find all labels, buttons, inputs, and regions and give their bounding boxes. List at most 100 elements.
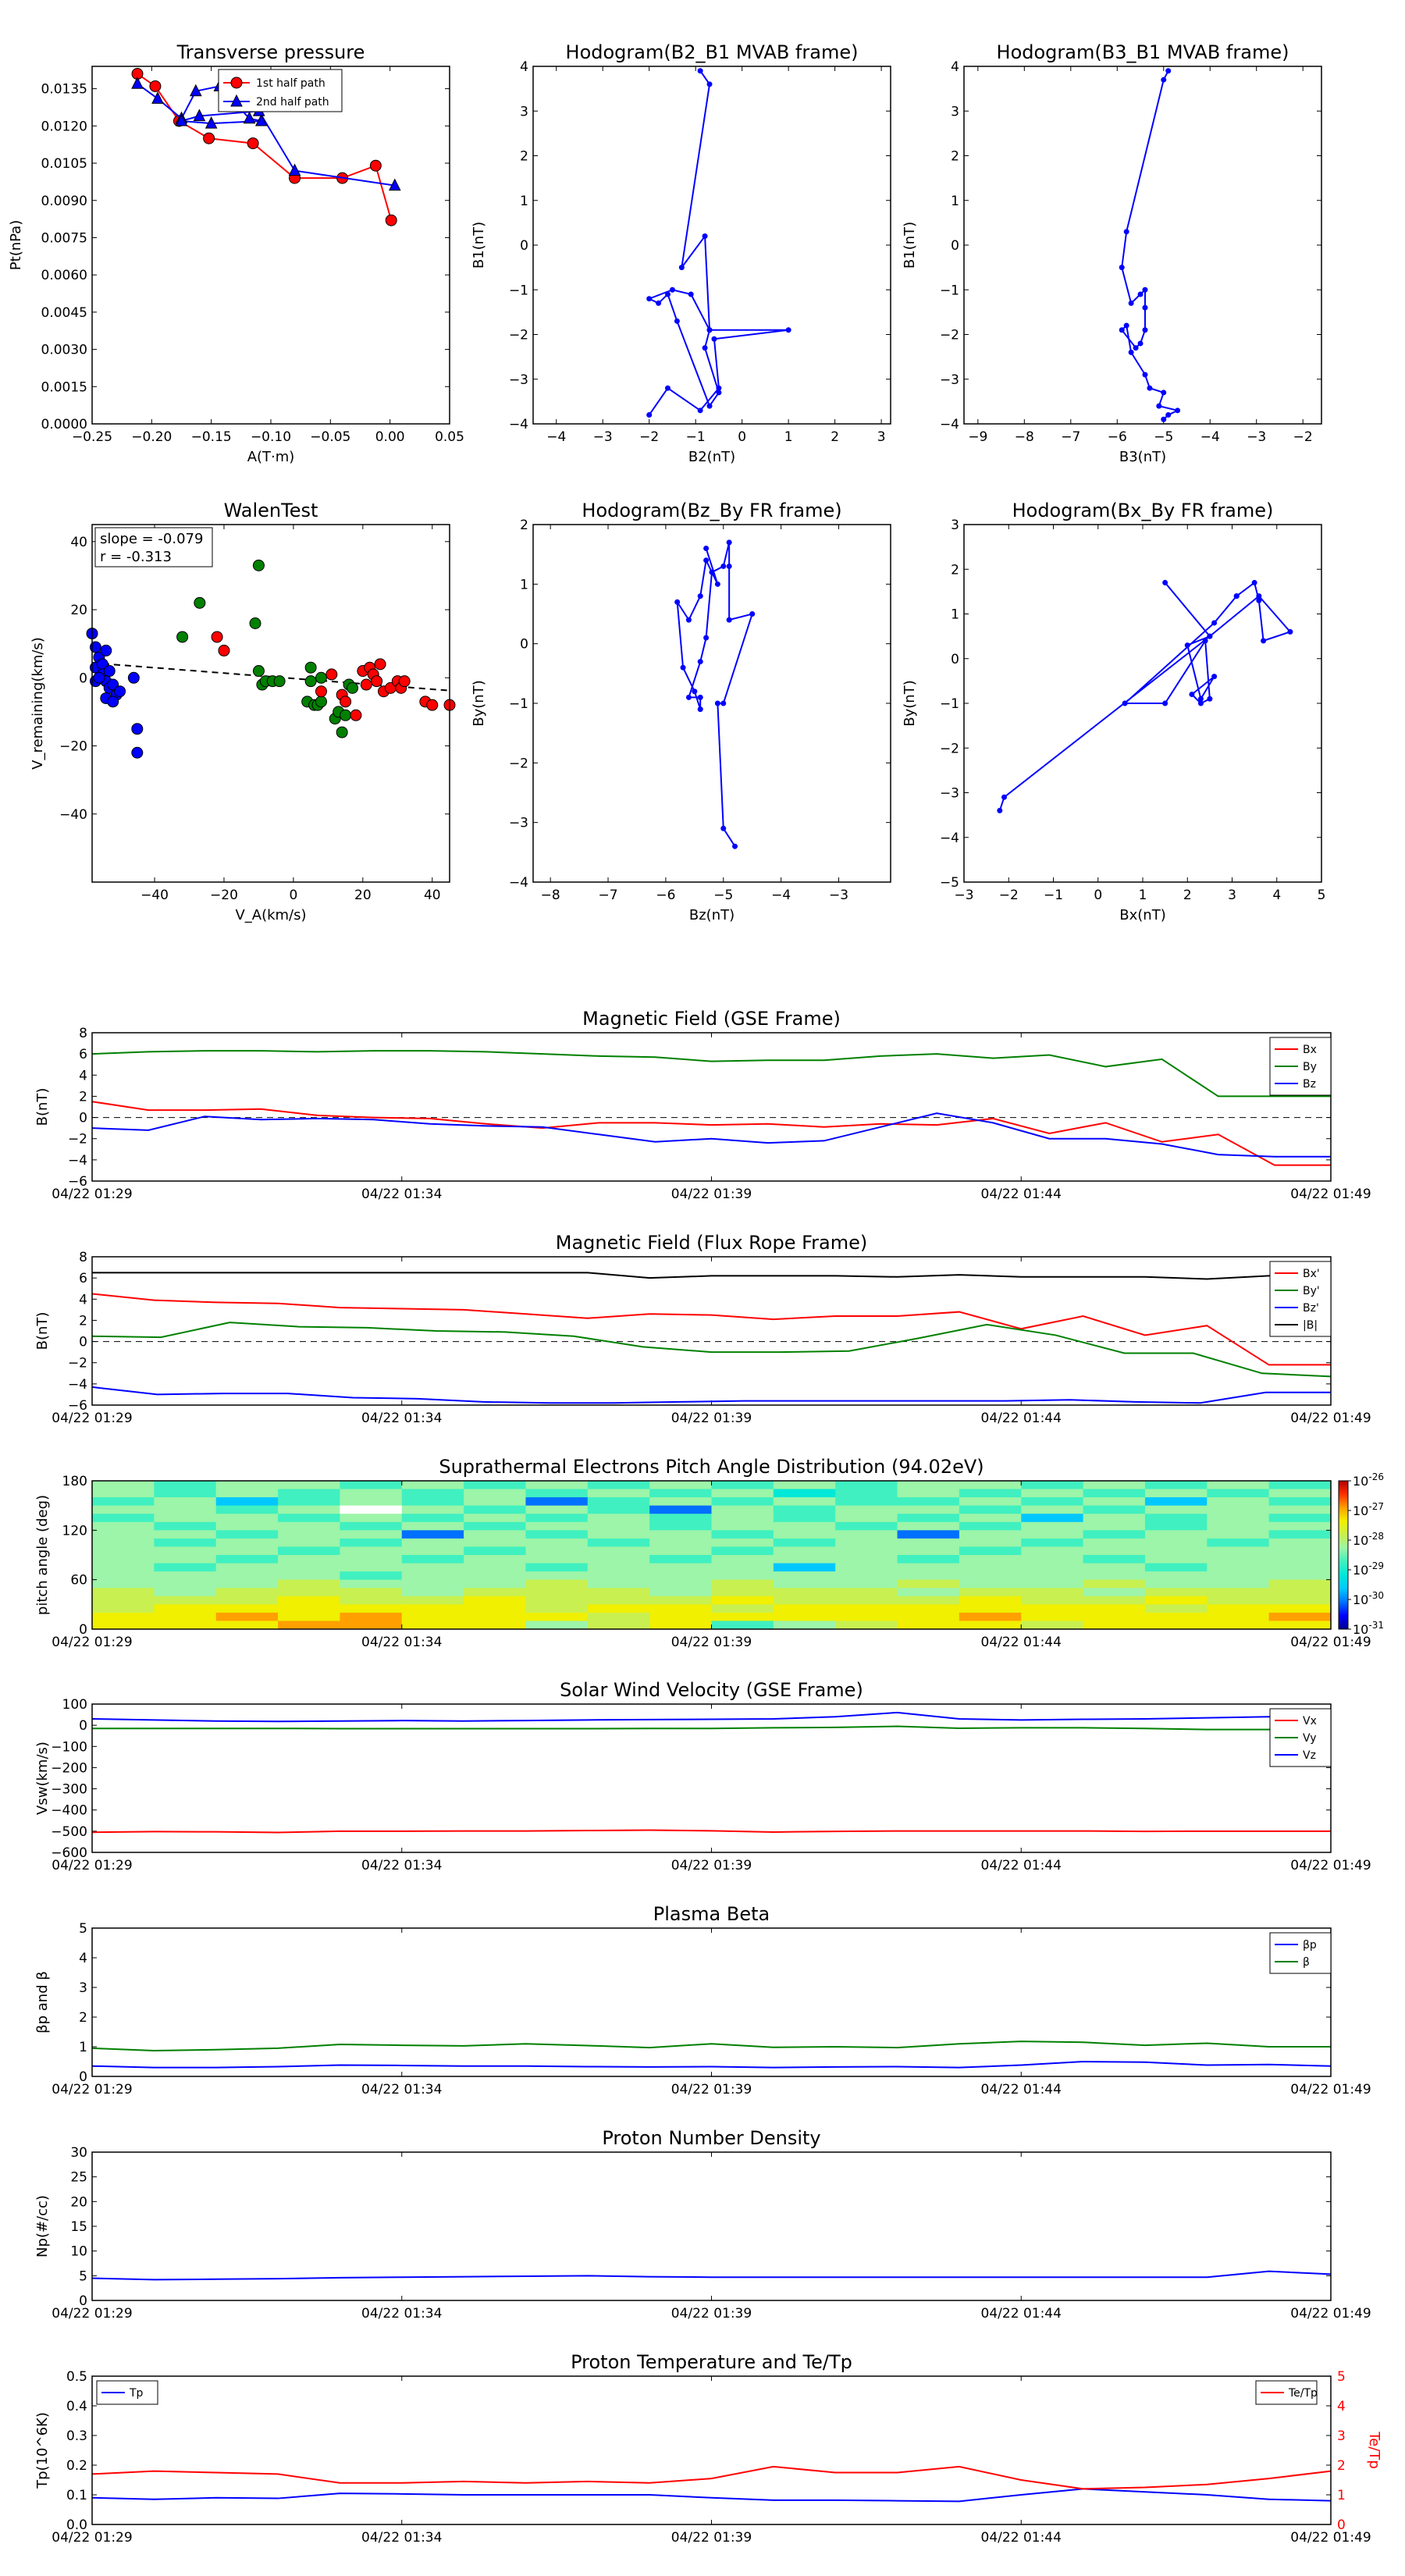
pad-cell [835, 1489, 898, 1498]
tp-x-tick-label: 0.00 [375, 429, 405, 445]
pad-cell [711, 1555, 774, 1564]
pad-cell [92, 1514, 155, 1523]
pad-cell [1207, 1481, 1270, 1490]
wt-series-2-point [194, 596, 206, 609]
h3-series-1-point [697, 694, 703, 700]
h2-series-1-point [1161, 76, 1167, 83]
h2-x-tick-label: −9 [968, 429, 987, 445]
pad-cell [1207, 1489, 1270, 1498]
h4-series-1-point [1256, 593, 1262, 600]
pad-cell [1083, 1538, 1146, 1547]
h2-y-tick-label: −1 [940, 283, 959, 298]
mf_gse-title: Magnetic Field (GSE Frame) [582, 1008, 841, 1030]
h3-x-tick-label: −6 [656, 888, 675, 903]
h2-x-tick-label: −5 [1154, 429, 1173, 445]
sw-y-tick-label: 100 [62, 1697, 87, 1713]
tp-legend-point [230, 76, 243, 89]
sw-series-3-line [91, 1711, 1331, 1723]
h3-series-1-point [685, 617, 692, 623]
h2-series-1-point [1165, 68, 1172, 74]
pb-legend-box [1269, 1932, 1332, 1974]
mf_gse-panel: Magnetic Field (GSE Frame) 04/22 01:29 04/… [34, 1008, 1371, 1202]
h3-x-tick-label: −7 [599, 888, 618, 903]
h1-series-1-point [706, 327, 713, 333]
pad-cell [959, 1497, 1022, 1507]
h1-series-1-point [706, 81, 713, 87]
pad-cell [1207, 1514, 1270, 1523]
mf_fr-x-tick-label: 04/22 01:34 [361, 1411, 442, 1426]
wt-series-3-point [211, 631, 223, 643]
pad-cell [278, 1612, 340, 1621]
pad-cell [1021, 1530, 1084, 1539]
h2-y-tick-label: −3 [940, 372, 959, 388]
pb-legend-label: βp [1303, 1939, 1317, 1952]
pad-cell [525, 1612, 589, 1621]
pad-cell [464, 1521, 526, 1531]
pt-legend-left-label: Tp [129, 2387, 144, 2400]
h2-series-1-line [1120, 70, 1180, 420]
h4-y-tick-label: −4 [940, 831, 959, 846]
pad-title: Suprathermal Electrons Pitch Angle Distr… [439, 1456, 984, 1478]
wt-series-1-point [114, 685, 126, 698]
pad-cell [92, 1505, 155, 1514]
h2-x-label: B3(nT) [1119, 449, 1166, 465]
mf_fr-y-tick-label: −2 [68, 1356, 87, 1372]
h3-series-1-point [697, 659, 703, 665]
pb-panel: Plasma Beta 04/22 01:29 04/22 01:34 04/22 0… [34, 1903, 1371, 2097]
wt-plot-frame [91, 524, 450, 883]
pad-cell [1021, 1596, 1084, 1605]
h1-series-1-point [702, 345, 708, 351]
pad-cell [1268, 1588, 1332, 1597]
mf_fr-y-tick-label: 8 [79, 1250, 87, 1265]
pad-cell [1268, 1521, 1332, 1531]
pad-cell [1144, 1505, 1208, 1514]
h3-x-tick-label: −5 [713, 888, 733, 903]
mf_fr-y-tick-label: 4 [79, 1292, 87, 1308]
pad-cell [649, 1489, 712, 1498]
pad-cell [215, 1596, 279, 1605]
h3-y-tick-label: 0 [520, 637, 528, 653]
pad-cell [1144, 1546, 1208, 1556]
pad-cell [711, 1571, 774, 1581]
tp-series-1-point [203, 132, 215, 144]
h2-series-1-point [1137, 340, 1144, 347]
mf_fr-x-tick-label: 04/22 01:49 [1290, 1411, 1371, 1426]
wt-annotation: r = -0.313 [100, 549, 172, 565]
pad-cell [897, 1579, 960, 1589]
pad-cell [587, 1530, 650, 1539]
pt-y-label: Tp(10^6K) [34, 2412, 51, 2489]
tp-panel: Transverse pressure −0.25 −0.20 −0.15 −0.10 −… [8, 41, 464, 465]
mf_fr-y-tick-label: −4 [68, 1377, 87, 1393]
h1-x-tick-label: −4 [546, 429, 566, 445]
pad-cell [1268, 1546, 1332, 1556]
pad-cell [1268, 1555, 1332, 1564]
h4-x-tick-label: −2 [999, 888, 1019, 903]
pad-cell [649, 1612, 712, 1621]
mf_gse-x-tick-label: 04/22 01:34 [361, 1187, 442, 1202]
pad-cell [215, 1612, 279, 1621]
sw-legend-label: Vy [1303, 1732, 1317, 1745]
pad-cell [525, 1497, 589, 1507]
mf_fr-panel: Magnetic Field (Flux Rope Frame) 04/22 01… [34, 1232, 1371, 1426]
wt-series-3-point [398, 675, 411, 688]
pad-cell [464, 1514, 526, 1523]
mf_fr-x-tick-label: 04/22 01:29 [52, 1411, 132, 1426]
h2-x-tick-label: −2 [1293, 429, 1313, 445]
pt-y2-tick-label: 0 [1337, 2517, 1346, 2533]
pad-cell [525, 1505, 589, 1514]
pad-cell [340, 1612, 403, 1621]
wt-series-3-point [218, 644, 230, 656]
pt-plot-frame [91, 2375, 1332, 2525]
pad-colorbar-tick-label: 10-28 [1353, 1531, 1384, 1548]
pad-cell [587, 1588, 650, 1597]
pad-cell [1144, 1481, 1208, 1490]
h3-series-1-point [714, 581, 720, 587]
mf_gse-y-label: B(nT) [34, 1088, 51, 1126]
pad-cell [1207, 1571, 1270, 1581]
mf_gse-y-tick-label: −4 [68, 1153, 87, 1169]
pad-cell [464, 1579, 526, 1589]
pad-cell [92, 1555, 155, 1564]
pt-series-1-line [91, 2488, 1332, 2503]
sw-x-tick-label: 04/22 01:34 [361, 1858, 442, 1873]
h4-y-tick-label: 0 [951, 652, 959, 667]
